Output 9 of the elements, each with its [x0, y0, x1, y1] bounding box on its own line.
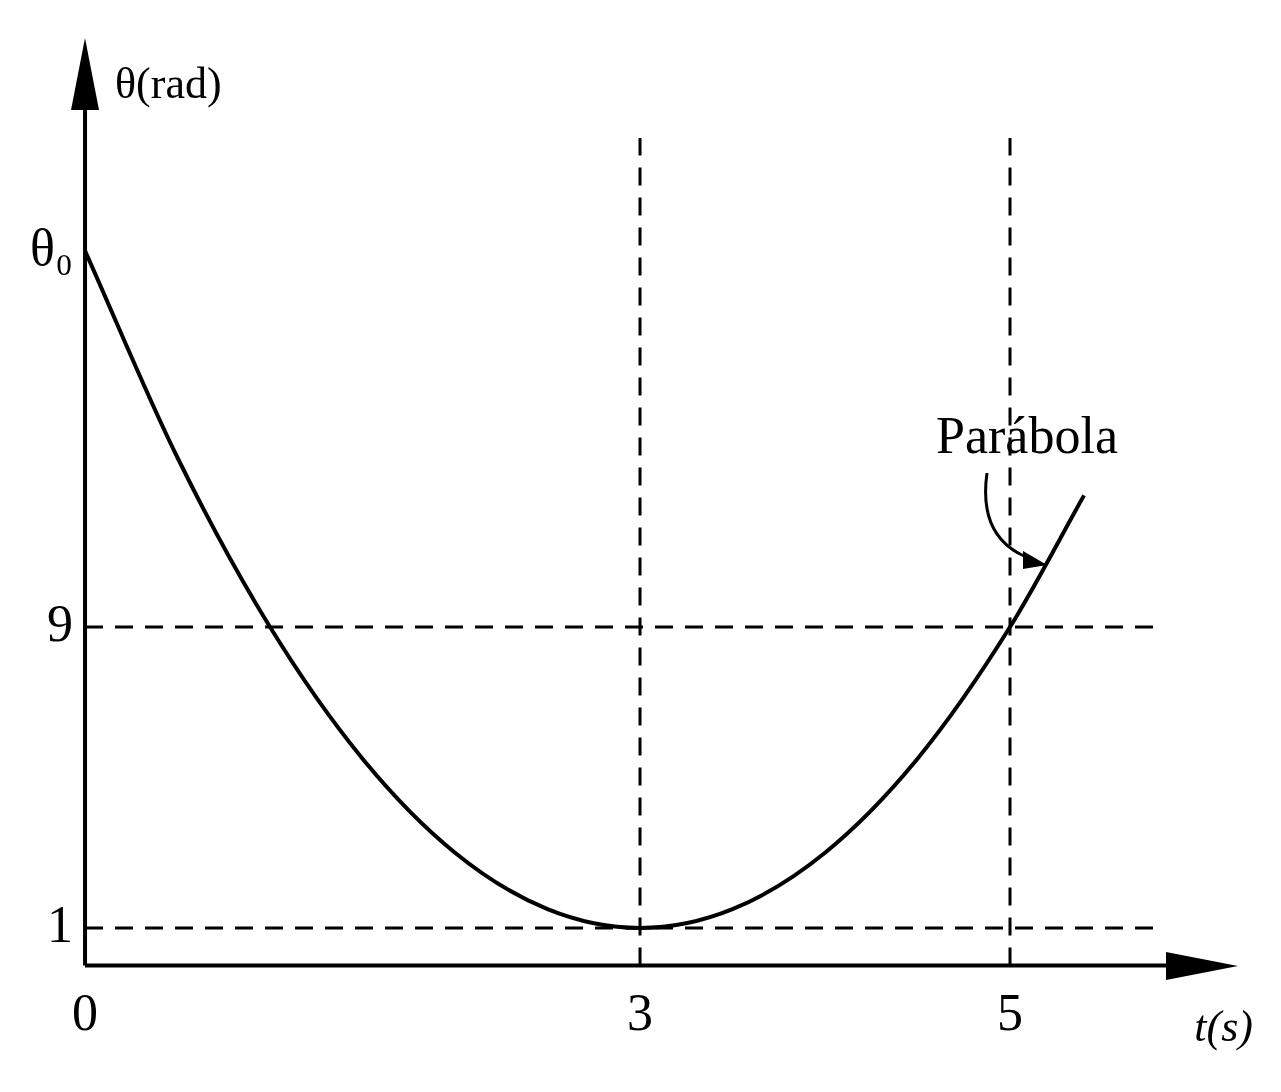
y-tick-label: 1	[47, 895, 74, 953]
x-tick-label: 3	[627, 984, 654, 1042]
x-tick-label: 5	[997, 984, 1024, 1042]
x-tick-label: 0	[72, 984, 99, 1042]
annotation: Parábola	[936, 407, 1118, 465]
y-tick-label: 9	[47, 594, 74, 652]
y-axis-title: θ(rad)	[115, 59, 222, 108]
y-tick-label: θ₀	[29, 218, 74, 276]
x-axis-title: t(s)	[1194, 1001, 1253, 1051]
